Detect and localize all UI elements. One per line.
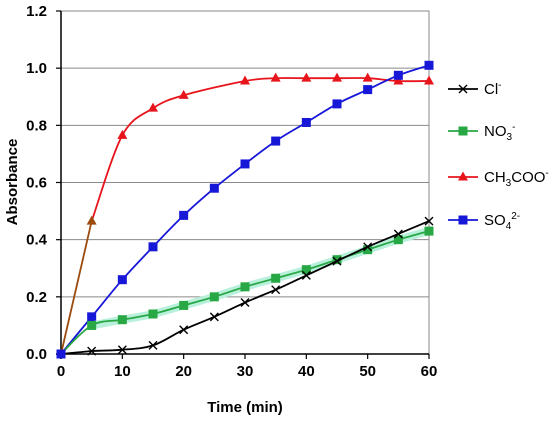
point-cl-30 — [240, 298, 250, 308]
x-axis-label: Time (min) — [207, 399, 283, 416]
point-ch3coo-35 — [270, 72, 281, 82]
legend-entry-so4: SO42- — [448, 211, 520, 232]
series-cl — [56, 216, 434, 359]
point-ch3coo-55 — [393, 75, 404, 85]
axes — [56, 10, 430, 359]
series-ch3coo-line-start — [60, 220, 93, 355]
x-tick-30: 30 — [237, 363, 254, 380]
point-cl-50 — [363, 242, 373, 252]
legend-label-so4: SO42- — [484, 211, 520, 232]
point-no3-20 — [179, 300, 189, 310]
point-so4-20 — [179, 210, 189, 220]
point-no3-45 — [332, 255, 342, 265]
series-so4-line — [60, 64, 430, 355]
legend-entry-ch3coo: CH3COO- — [448, 168, 549, 189]
point-so4-5 — [87, 312, 97, 322]
legend-entry-cl: Cl- — [448, 80, 502, 98]
point-no3-40 — [301, 265, 311, 275]
point-cl-45 — [332, 256, 342, 266]
x-tick-0: 0 — [57, 363, 65, 380]
point-cl-35 — [271, 285, 281, 295]
point-no3-35 — [271, 273, 281, 283]
y-tick-1.0: 1.0 — [26, 60, 47, 77]
x-tick-60: 60 — [421, 363, 438, 380]
y-tick-0.8: 0.8 — [26, 117, 47, 134]
point-so4-45 — [332, 99, 342, 109]
x-tick-10: 10 — [114, 363, 131, 380]
x-tick-40: 40 — [298, 363, 315, 380]
point-ch3coo-20 — [178, 89, 189, 99]
point-cl-10 — [117, 345, 127, 355]
point-no3-50 — [363, 245, 373, 255]
series-ch3coo-line — [90, 77, 430, 222]
legend-marker-ch3coo — [458, 171, 468, 181]
y-tick-0.4: 0.4 — [26, 232, 48, 249]
point-ch3coo-40 — [301, 72, 312, 82]
point-no3-30 — [240, 282, 250, 292]
point-so4-15 — [148, 242, 158, 252]
series-no3 — [56, 226, 434, 359]
point-ch3coo-5 — [86, 215, 97, 225]
legend-marker-cl — [458, 84, 468, 94]
x-tick-20: 20 — [175, 363, 192, 380]
point-cl-15 — [148, 340, 158, 350]
y-tick-labels: 0.0 0.2 0.4 0.6 0.8 1.0 1.2 — [26, 3, 48, 363]
point-no3-10 — [117, 315, 127, 325]
legend-entry-no3: NO3- — [448, 122, 515, 143]
point-no3-60 — [424, 226, 434, 236]
series-ch3coo — [56, 72, 434, 359]
y-tick-0.6: 0.6 — [26, 175, 47, 192]
point-cl-25 — [209, 312, 219, 322]
point-so4-10 — [117, 275, 127, 285]
point-cl-60 — [424, 216, 434, 226]
gridlines — [61, 10, 429, 298]
point-no3-55 — [393, 235, 403, 245]
legend-label-no3: NO3- — [484, 122, 515, 143]
series-so4 — [56, 60, 434, 359]
legend-label-cl: Cl- — [484, 80, 502, 98]
point-cl-20 — [179, 325, 189, 335]
point-so4-25 — [209, 183, 219, 193]
point-cl-0 — [56, 349, 66, 359]
point-so4-30 — [240, 159, 250, 169]
legend-label-ch3coo: CH3COO- — [484, 168, 549, 189]
point-no3-5 — [87, 320, 97, 330]
point-ch3coo-10 — [117, 129, 128, 139]
point-so4-60 — [424, 60, 434, 70]
legend-marker-no3 — [458, 126, 468, 136]
point-ch3coo-50 — [362, 72, 373, 82]
point-ch3coo-15 — [148, 102, 158, 112]
point-cl-55 — [393, 229, 403, 239]
point-cl-5 — [87, 346, 97, 356]
y-tick-0.0: 0.0 — [26, 346, 47, 363]
point-cl-40 — [301, 270, 311, 280]
point-so4-50 — [363, 85, 373, 95]
point-so4-35 — [271, 136, 281, 146]
y-tick-0.2: 0.2 — [26, 289, 47, 306]
point-ch3coo-45 — [332, 72, 342, 82]
point-ch3coo-30 — [240, 75, 250, 85]
x-tick-labels: 0 10 20 30 40 50 60 — [57, 363, 438, 380]
point-no3-25 — [209, 292, 219, 302]
point-ch3coo-60 — [424, 75, 434, 85]
y-tick-1.2: 1.2 — [26, 3, 47, 20]
point-so4-40 — [301, 117, 311, 127]
legend: Cl- NO3- CH3COO- SO42- — [448, 80, 549, 232]
x-tick-50: 50 — [359, 363, 376, 380]
point-no3-15 — [148, 309, 158, 319]
point-so4-55 — [393, 70, 403, 80]
plot-area — [56, 60, 434, 359]
y-axis-label: Absorbance — [4, 139, 21, 226]
legend-marker-so4 — [458, 215, 468, 225]
